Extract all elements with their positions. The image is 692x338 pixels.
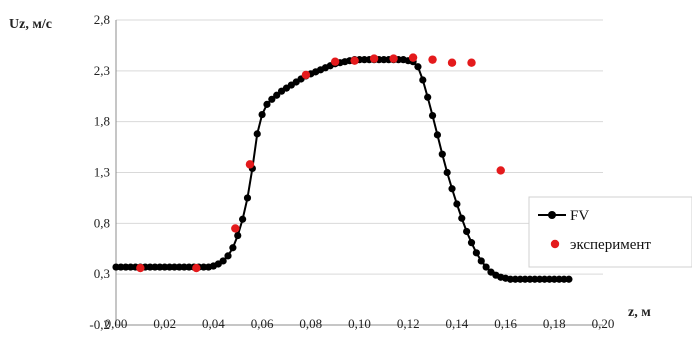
- x-tick-label: 0,12: [397, 316, 420, 331]
- fv-point: [477, 257, 485, 265]
- experiment-point: [350, 56, 359, 65]
- fv-point: [268, 95, 276, 103]
- gridlines: [116, 19, 603, 275]
- x-tick-label: 0,18: [543, 316, 566, 331]
- fv-point: [472, 249, 480, 257]
- experiment-point: [389, 54, 398, 63]
- y-tick-label: 0,3: [94, 266, 110, 281]
- x-tick-label: 0,10: [348, 316, 371, 331]
- y-tick-label: 2,3: [94, 63, 110, 78]
- experiment-point: [136, 263, 145, 273]
- series-experiment: [136, 53, 554, 273]
- experiment-point: [496, 166, 505, 175]
- fv-point: [443, 168, 451, 177]
- x-tick-label: 0,08: [299, 316, 322, 331]
- legend-fv-label: FV: [570, 208, 589, 224]
- fv-point: [419, 76, 427, 84]
- x-tick-label: 0,16: [494, 316, 517, 331]
- x-axis-title: z, м: [628, 305, 651, 320]
- fv-point: [448, 185, 456, 193]
- fv-point: [219, 257, 227, 265]
- fv-point: [453, 200, 461, 208]
- y-tick-label: 1,3: [94, 165, 110, 180]
- experiment-point: [369, 54, 379, 63]
- legend-fv-marker: [548, 211, 556, 219]
- fv-point: [458, 214, 466, 222]
- fv-point: [229, 244, 237, 252]
- legend: FV эксперимент: [528, 196, 692, 268]
- fv-point: [273, 91, 281, 99]
- y-tick-label: 0,8: [94, 215, 110, 230]
- y-tick-label: 2,8: [94, 12, 110, 27]
- experiment-point: [231, 224, 240, 233]
- fv-point: [234, 231, 242, 240]
- fv-point: [263, 100, 271, 108]
- x-tick-label: 0,06: [251, 316, 274, 331]
- experiment-point: [330, 57, 340, 66]
- fv-point: [424, 93, 432, 101]
- x-tick-label: 0,02: [153, 316, 176, 331]
- experiment-point: [467, 58, 476, 67]
- fv-point: [243, 194, 252, 202]
- fv-point: [239, 215, 247, 223]
- x-tick-label: 0,04: [202, 316, 225, 331]
- fv-point: [482, 263, 490, 271]
- experiment-point: [428, 55, 437, 64]
- fv-point: [433, 131, 442, 139]
- fv-point: [438, 150, 446, 158]
- experiment-point: [245, 160, 255, 169]
- experiment-point: [301, 70, 311, 80]
- y-tick-label: 1,8: [94, 114, 110, 129]
- y-axis-title: Uz, м/с: [9, 17, 52, 32]
- fv-point: [414, 63, 422, 71]
- series-layer: [112, 53, 573, 283]
- y-tick-label: -0,2: [89, 317, 110, 332]
- fv-point: [463, 227, 471, 236]
- x-tick-label: 0,00: [105, 316, 128, 331]
- experiment-point: [447, 58, 457, 67]
- fv-point: [224, 252, 232, 260]
- fv-point: [428, 111, 437, 120]
- x-tick-label: 0,14: [446, 316, 469, 331]
- experiment-point: [408, 53, 418, 62]
- tick-labels: 0,00 0,02 0,04 0,06 0,08 0,10 0,12 0,14 0,16 0,18…: [89, 12, 614, 332]
- experiment-point: [192, 263, 201, 273]
- fv-point: [565, 275, 573, 283]
- fv-point: [253, 130, 261, 138]
- fv-point: [258, 110, 266, 119]
- fv-point: [467, 239, 476, 247]
- legend-box: [528, 196, 692, 268]
- legend-exp-label: эксперимент: [570, 237, 651, 253]
- x-tick-label: 0,20: [592, 316, 615, 331]
- legend-exp-marker: [550, 239, 560, 249]
